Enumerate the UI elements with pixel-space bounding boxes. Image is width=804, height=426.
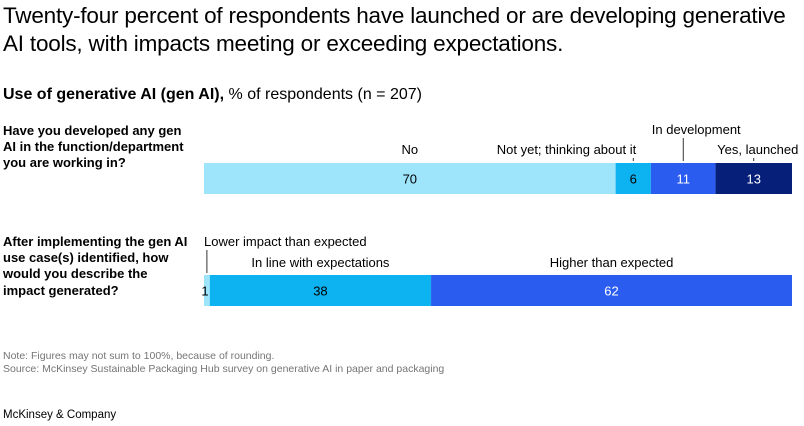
category-label-row1-seg2: Not yet; thinking about it — [497, 142, 637, 157]
bar-row1-seg1 — [204, 163, 616, 194]
category-label-row1-seg1: No — [401, 142, 418, 157]
category-label-row2-seg3: Higher than expected — [550, 255, 674, 270]
chart-title: Twenty-four percent of respondents have … — [3, 3, 786, 56]
value-label-row1-seg1: 70 — [403, 172, 417, 187]
bar-row2-seg2 — [209, 275, 432, 306]
category-label-row1-seg4: Yes, launched — [717, 142, 798, 157]
question-1: Have you developed any gen AI in the fun… — [3, 123, 184, 171]
value-label-row1-seg4: 13 — [747, 172, 761, 187]
bar-row2-seg1 — [204, 275, 210, 306]
bar-row1-seg3 — [650, 163, 716, 194]
subtitle-bold: Use of generative AI (gen AI), — [3, 86, 225, 103]
bar-row1-seg4 — [715, 163, 792, 194]
bar-row2-seg3 — [431, 275, 792, 306]
value-label-row2-seg3: 62 — [604, 284, 618, 299]
category-label-row2-seg2: In line with expectations — [251, 255, 390, 270]
brand-logo-text: McKinsey & Company — [3, 409, 117, 421]
value-label-row1-seg2: 6 — [630, 172, 637, 187]
value-label-row2-seg1: 1 — [201, 284, 208, 299]
question-2: After implementing the gen AI use case(s… — [3, 234, 188, 298]
chart-source: Source: McKinsey Sustainable Packaging H… — [3, 363, 445, 375]
category-label-row1-seg3: In development — [652, 122, 741, 137]
bar-row1-seg2 — [615, 163, 651, 194]
chart-note: Note: Figures may not sum to 100%, becau… — [3, 350, 275, 362]
subtitle-rest: % of respondents (n = 207) — [224, 86, 422, 103]
value-label-row1-seg3: 11 — [676, 172, 690, 187]
chart-subtitle: Use of generative AI (gen AI), % of resp… — [3, 85, 422, 105]
value-label-row2-seg2: 38 — [313, 284, 327, 299]
category-label-row2-seg1: Lower impact than expected — [204, 234, 367, 249]
